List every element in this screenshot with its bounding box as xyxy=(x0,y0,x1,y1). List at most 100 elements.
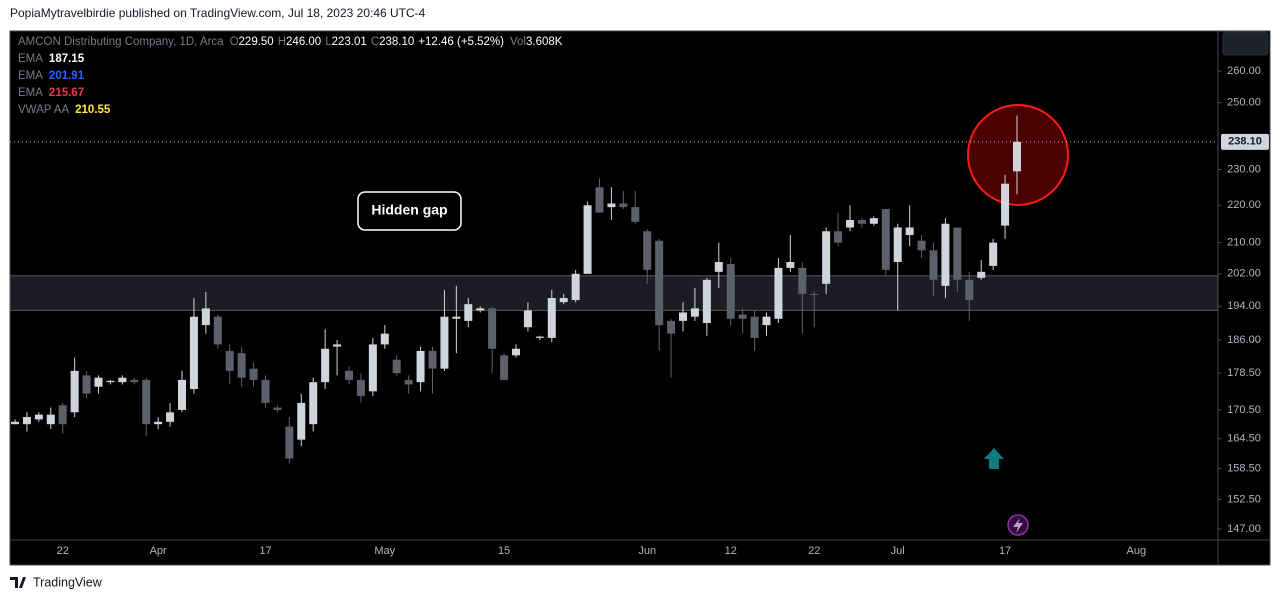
candle-body xyxy=(273,407,282,410)
arrow-up xyxy=(984,448,1004,469)
indicator-value: 210.55 xyxy=(75,104,111,116)
y-tick-label: 186.00 xyxy=(1227,334,1261,346)
candle-body xyxy=(368,344,377,392)
candle-body xyxy=(929,250,938,280)
candle-body xyxy=(834,231,843,243)
candle-body xyxy=(166,412,175,422)
candle-body xyxy=(11,421,19,425)
candle-body xyxy=(452,316,461,319)
candle-body xyxy=(822,231,831,284)
gap-band xyxy=(9,275,1219,311)
volume-value: 3.608K xyxy=(526,36,563,48)
y-tick-label: 147.00 xyxy=(1227,523,1261,535)
x-tick-label: 22 xyxy=(57,545,69,557)
candle-body xyxy=(726,263,735,319)
candle-body xyxy=(154,421,163,425)
candle-body xyxy=(70,370,79,413)
indicator-name: EMA xyxy=(18,87,43,99)
publish-header: PopiaMytravelbirdie published on Trading… xyxy=(10,6,426,20)
candle-body xyxy=(941,223,950,286)
candle-body xyxy=(607,203,616,208)
candle-body xyxy=(679,312,688,321)
candle-body xyxy=(690,308,699,317)
y-tick-label: 158.50 xyxy=(1227,462,1261,474)
candle-body xyxy=(631,207,640,222)
y-tick-label: 210.00 xyxy=(1227,237,1261,249)
axes: 260.00 250.00 230.00 220.00 210.00 202.00 194.… xyxy=(10,65,1269,557)
candle-body xyxy=(285,426,294,459)
indicator: EMA 187.15 xyxy=(18,53,85,65)
candle-body xyxy=(94,377,103,387)
candle-body xyxy=(643,231,652,270)
y-tick-label: 152.50 xyxy=(1227,493,1261,505)
indicator-legend: EMA 187.15 EMA 201.91 EMA 215.67 VWAP AA 210.55 xyxy=(18,53,111,116)
candle-body xyxy=(535,336,544,338)
quote-key: O xyxy=(230,36,239,48)
candle-body xyxy=(881,208,890,270)
candle-body xyxy=(380,333,389,345)
candle-body xyxy=(667,320,676,334)
candle-body xyxy=(333,344,342,347)
annotation-box xyxy=(357,191,462,231)
candle-body xyxy=(965,279,974,301)
y-tick-label: 164.50 xyxy=(1227,433,1261,445)
candle-body xyxy=(774,267,783,319)
footer-text: TradingView xyxy=(33,575,103,589)
x-tick-label: 17 xyxy=(999,545,1011,557)
candle-body xyxy=(416,350,425,383)
quote-value: 223.01 xyxy=(332,36,367,48)
candle-body xyxy=(893,227,902,262)
candle-body xyxy=(750,316,759,338)
indicator: EMA 201.91 xyxy=(18,70,85,82)
y-tick-label: 178.50 xyxy=(1227,367,1261,379)
quote-key: H xyxy=(278,36,286,48)
candle-body xyxy=(178,379,187,410)
candle-body xyxy=(1001,183,1010,226)
y-tick-label: 202.00 xyxy=(1227,268,1261,280)
x-tick-label: 15 xyxy=(498,545,510,557)
axis-button[interactable] xyxy=(1222,31,1269,56)
candle-body xyxy=(810,293,819,295)
candle-body xyxy=(905,227,914,236)
candle-body xyxy=(82,375,91,394)
candle-body xyxy=(297,402,306,440)
candle-body xyxy=(512,348,521,356)
quote-value: 238.10 xyxy=(379,36,414,48)
indicator: VWAP AA 210.55 xyxy=(18,104,111,116)
candle-body xyxy=(142,379,151,425)
candle-body xyxy=(559,298,568,303)
x-tick-label: May xyxy=(374,545,395,557)
indicator-name: VWAP AA xyxy=(18,104,69,116)
indicator-name: EMA xyxy=(18,53,43,65)
candle-body xyxy=(249,368,258,380)
candle-body xyxy=(953,227,962,280)
candle-body xyxy=(917,240,926,251)
footer-logo: TradingView xyxy=(10,575,103,589)
quote-key: L xyxy=(325,36,332,48)
candle-body xyxy=(476,308,485,311)
candle-body xyxy=(225,350,234,371)
candle-body xyxy=(762,316,771,326)
lightning xyxy=(1013,518,1023,533)
x-tick-label: Apr xyxy=(150,545,167,557)
candle-body xyxy=(106,380,115,383)
candle-body xyxy=(213,316,222,345)
candle-body xyxy=(989,242,998,266)
candle-body xyxy=(619,203,628,208)
x-tick-label: 22 xyxy=(808,545,820,557)
candle-body xyxy=(404,379,413,385)
y-tick-label: 194.00 xyxy=(1227,300,1261,312)
candle-body xyxy=(655,240,664,326)
candle-body xyxy=(118,377,127,383)
y-tick-label: 220.00 xyxy=(1227,199,1261,211)
legend-row: AMCON Distributing Company, 1D, Arca O229… xyxy=(18,36,563,48)
candle-body xyxy=(440,316,449,369)
candle-body xyxy=(428,350,437,369)
candle-body xyxy=(595,187,604,213)
quote-key: C xyxy=(371,36,379,48)
x-tick-label: Jul xyxy=(891,545,905,557)
change: +12.46 (+5.52%) xyxy=(418,36,504,48)
volume-key: Vol xyxy=(510,36,526,48)
candle-body xyxy=(58,405,67,425)
